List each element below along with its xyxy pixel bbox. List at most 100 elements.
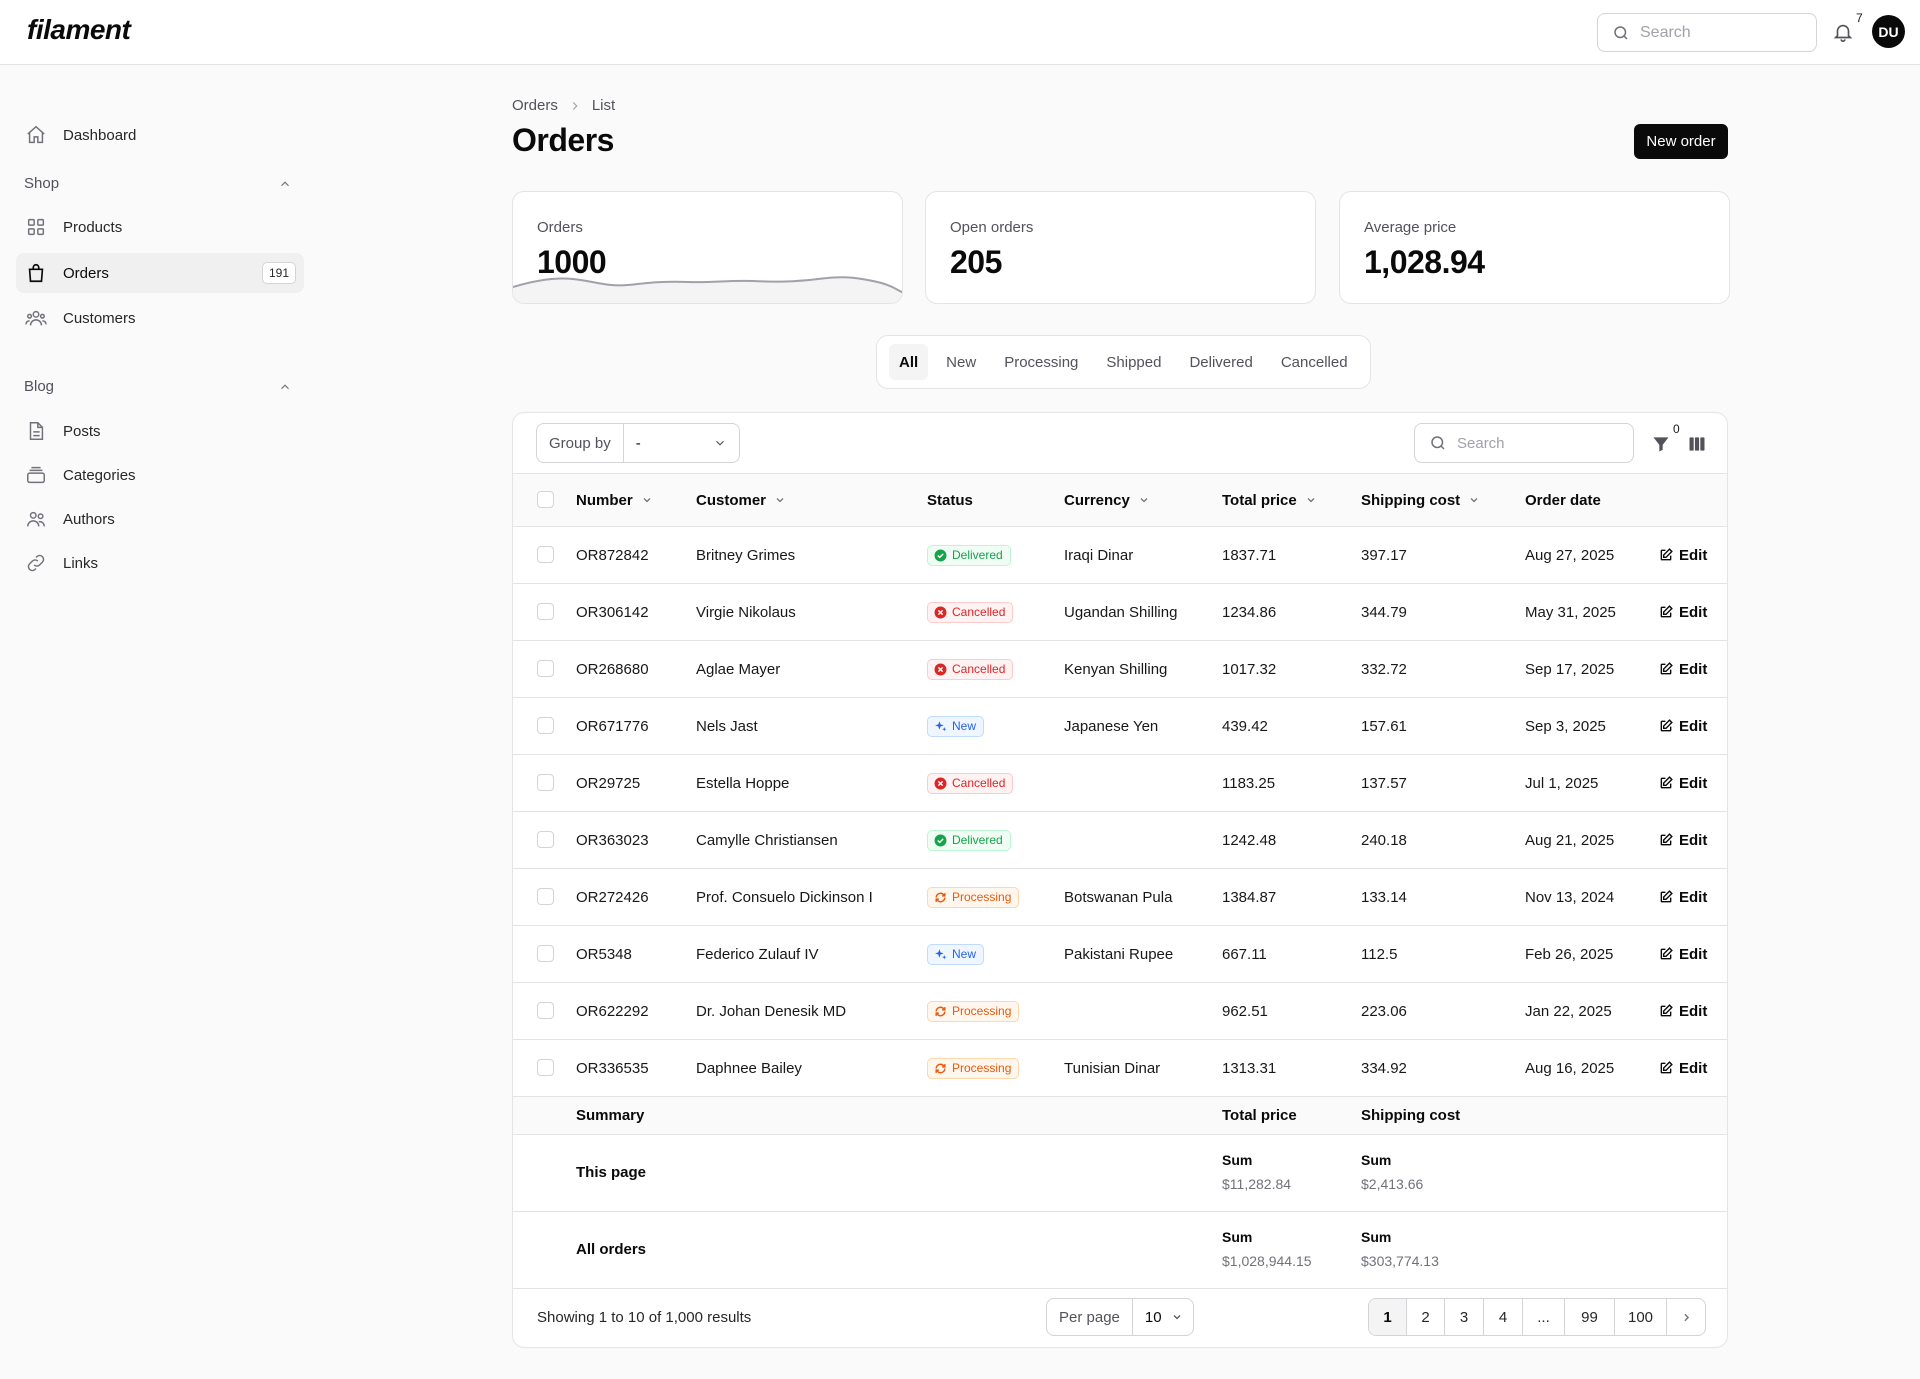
- edit-button[interactable]: Edit: [1659, 1060, 1707, 1077]
- breadcrumb-list: List: [591, 97, 616, 114]
- sidebar-item-links[interactable]: Links: [16, 543, 304, 583]
- global-search-input[interactable]: Search: [1597, 13, 1817, 52]
- edit-button[interactable]: Edit: [1659, 775, 1707, 792]
- edit-label: Edit: [1679, 660, 1708, 678]
- table-row[interactable]: OR872842 Britney Grimes Delivered Iraqi Din…: [513, 527, 1727, 584]
- table-search-placeholder: Search: [1457, 434, 1505, 452]
- summary-col-shipping: Shipping cost: [1361, 1106, 1461, 1124]
- cell-actions: Edit: [1659, 869, 1719, 925]
- status-badge-label: New: [952, 947, 977, 961]
- chevron-down-icon: [643, 498, 651, 503]
- edit-button[interactable]: Edit: [1659, 718, 1707, 735]
- edit-button[interactable]: Edit: [1659, 946, 1707, 963]
- summary-heading: Summary: [576, 1106, 645, 1124]
- table-row[interactable]: OR29725 Estella Hoppe Cancelled 1183.25 137.…: [513, 755, 1727, 812]
- edit-button[interactable]: Edit: [1659, 604, 1707, 621]
- sidebar-item-authors[interactable]: Authors: [16, 499, 304, 539]
- edit-button[interactable]: Edit: [1659, 889, 1707, 906]
- cell-number: OR272426: [576, 888, 649, 906]
- page-button[interactable]: 99: [1565, 1299, 1615, 1335]
- column-header-currency[interactable]: Currency: [1064, 474, 1150, 526]
- user-avatar[interactable]: DU: [1872, 15, 1905, 48]
- sidebar-group-shop[interactable]: Shop: [24, 175, 60, 192]
- table-row[interactable]: OR363023 Camylle Christiansen Delivered 124…: [513, 812, 1727, 869]
- sidebar-item-dashboard[interactable]: Dashboard: [16, 115, 304, 155]
- tab-shipped[interactable]: Shipped: [1106, 353, 1162, 371]
- row-checkbox[interactable]: [537, 831, 554, 848]
- cell-number: OR671776: [576, 717, 649, 735]
- column-header-label: Currency: [1064, 491, 1130, 509]
- page-button[interactable]: 3: [1445, 1299, 1484, 1335]
- chevron-up-icon[interactable]: [278, 177, 292, 191]
- sidebar-item-customers[interactable]: Customers: [16, 298, 304, 338]
- column-header-label: Total price: [1222, 491, 1297, 509]
- table-search-input[interactable]: Search: [1414, 423, 1634, 463]
- row-checkbox[interactable]: [537, 546, 554, 563]
- sidebar-item-orders[interactable]: Orders 191: [16, 253, 304, 293]
- column-header-number[interactable]: Number: [576, 474, 653, 526]
- group-by-select[interactable]: Group by -: [536, 423, 740, 463]
- columns-icon[interactable]: [1687, 434, 1707, 454]
- pencil-square-icon: [1660, 605, 1673, 618]
- cell-shipping-cost: 137.57: [1361, 774, 1407, 792]
- row-checkbox[interactable]: [537, 603, 554, 620]
- sidebar-item-categories[interactable]: Categories: [16, 455, 304, 495]
- cell-actions: Edit: [1659, 641, 1719, 697]
- table-row[interactable]: OR5348 Federico Zulauf IV New Pakistani Rup…: [513, 926, 1727, 983]
- table-row[interactable]: OR306142 Virgie Nikolaus Cancelled Ugandan …: [513, 584, 1727, 641]
- table-row[interactable]: OR268680 Aglae Mayer Cancelled Kenyan Shill…: [513, 641, 1727, 698]
- tab-processing[interactable]: Processing: [1004, 353, 1079, 371]
- table-row[interactable]: OR336535 Daphnee Bailey Processing Tunisian…: [513, 1040, 1727, 1097]
- edit-label: Edit: [1679, 945, 1708, 963]
- table-row[interactable]: OR671776 Nels Jast New Japanese Yen 439.42 15…: [513, 698, 1727, 755]
- page-button[interactable]: 1: [1369, 1299, 1407, 1335]
- stat-label: Orders: [537, 219, 583, 236]
- tab-new[interactable]: New: [946, 353, 977, 371]
- column-header-total-price[interactable]: Total price: [1222, 474, 1317, 526]
- row-checkbox[interactable]: [537, 888, 554, 905]
- cell-number: OR872842: [576, 546, 649, 564]
- tab-cancelled[interactable]: Cancelled: [1280, 353, 1348, 371]
- row-checkbox[interactable]: [537, 774, 554, 791]
- pencil-square-icon: [1660, 662, 1673, 675]
- breadcrumb-orders[interactable]: Orders: [512, 97, 558, 114]
- cell-actions: Edit: [1659, 926, 1719, 982]
- row-checkbox[interactable]: [537, 945, 554, 962]
- column-header-shipping-cost[interactable]: Shipping cost: [1361, 474, 1480, 526]
- page-button[interactable]: 2: [1407, 1299, 1445, 1335]
- arrow-path-icon: [935, 892, 946, 902]
- edit-button[interactable]: Edit: [1659, 547, 1707, 564]
- sidebar-group-blog[interactable]: Blog: [24, 378, 55, 395]
- row-checkbox[interactable]: [537, 1059, 554, 1076]
- summary-row-this-page: This page Sum $11,282.84 Sum $2,413.66: [513, 1135, 1727, 1212]
- row-checkbox[interactable]: [537, 660, 554, 677]
- filter-icon[interactable]: [1651, 434, 1671, 454]
- chevron-up-icon[interactable]: [278, 380, 292, 394]
- tab-all[interactable]: All: [889, 344, 929, 380]
- tab-delivered[interactable]: Delivered: [1189, 353, 1253, 371]
- row-checkbox[interactable]: [537, 1002, 554, 1019]
- per-page-select[interactable]: Per page 10: [1046, 1298, 1194, 1336]
- table-row[interactable]: OR272426 Prof. Consuelo Dickinson I Proces…: [513, 869, 1727, 926]
- edit-button[interactable]: Edit: [1659, 832, 1707, 849]
- sidebar-item-posts[interactable]: Posts: [16, 411, 304, 451]
- cell-currency: Kenyan Shilling: [1064, 660, 1168, 678]
- stat-value: 205: [950, 244, 1002, 280]
- select-all-checkbox[interactable]: [537, 491, 554, 508]
- table-row[interactable]: OR622292 Dr. Johan Denesik MD Processing 96…: [513, 983, 1727, 1040]
- notifications-button[interactable]: [1832, 21, 1854, 43]
- page-button[interactable]: 100: [1615, 1299, 1667, 1335]
- edit-button[interactable]: Edit: [1659, 661, 1707, 678]
- edit-button[interactable]: Edit: [1659, 1003, 1707, 1020]
- new-order-button[interactable]: New order: [1634, 124, 1728, 159]
- global-search-placeholder: Search: [1640, 23, 1691, 41]
- column-header-customer[interactable]: Customer: [696, 474, 786, 526]
- sidebar-item-products[interactable]: Products: [16, 207, 304, 247]
- app-logo[interactable]: filament: [27, 14, 131, 45]
- status-badge-label: Processing: [952, 1061, 1012, 1075]
- next-page-button[interactable]: [1667, 1299, 1705, 1335]
- column-header-order-date[interactable]: Order date: [1525, 474, 1601, 526]
- row-checkbox[interactable]: [537, 717, 554, 734]
- page-button[interactable]: 4: [1484, 1299, 1523, 1335]
- chevron-right-icon: [572, 101, 578, 110]
